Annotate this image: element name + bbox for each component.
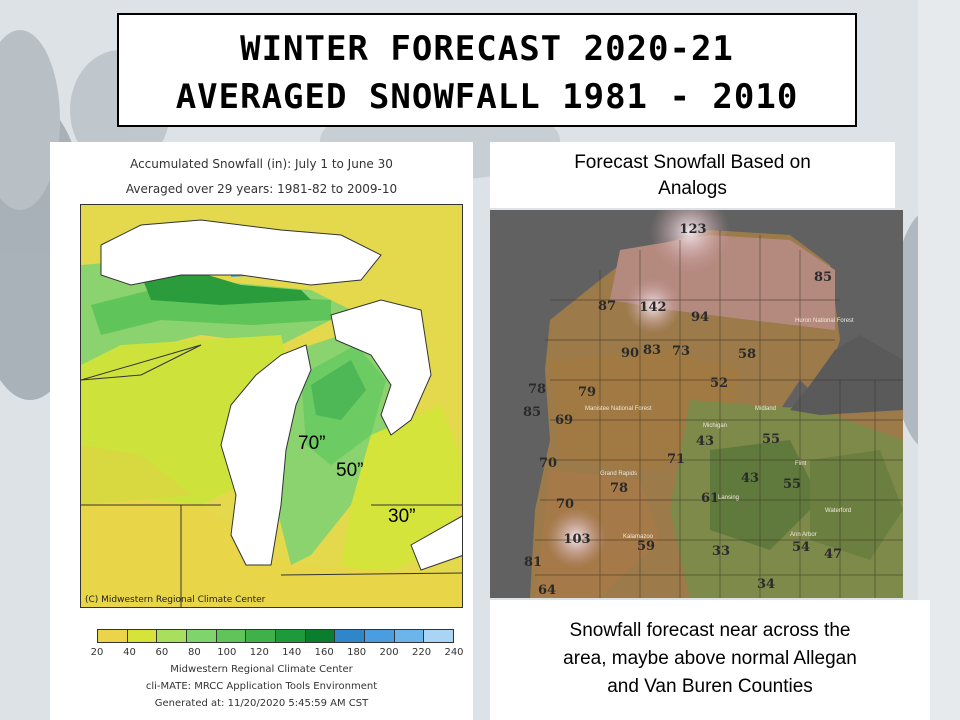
snowfall-color-legend	[97, 629, 455, 643]
map-header-line-2: Averaged over 29 years: 1981-82 to 2009-…	[125, 182, 398, 196]
forecast-value: 61	[701, 491, 719, 506]
map-header-line-1: Accumulated Snowfall (in): July 1 to Jun…	[130, 157, 393, 171]
forecast-value: 64	[538, 583, 556, 598]
forecast-value: 103	[563, 532, 590, 547]
slide-title: Winter Forecast 2020-21 Averaged Snowfal…	[117, 13, 857, 127]
legend-swatch	[157, 629, 188, 643]
forecast-place-label: Huron National Forest	[795, 318, 854, 324]
forecast-value: 47	[824, 547, 842, 562]
forecast-value: 34	[757, 577, 775, 592]
forecast-summary-box: Snowfall forecast near across the area, …	[490, 600, 930, 720]
forecast-place-label: Midland	[755, 406, 776, 412]
legend-tick-label: 80	[187, 647, 201, 658]
forecast-caption-box: Forecast Snowfall Based on Analogs	[490, 142, 895, 208]
annotation-30-inch: 30”	[388, 506, 416, 527]
legend-swatch	[305, 629, 336, 643]
climatology-map-graphic	[81, 205, 462, 607]
forecast-value: 90	[621, 346, 639, 361]
forecast-value: 78	[610, 481, 628, 496]
legend-tick-label: 20	[90, 647, 104, 658]
forecast-value: 58	[738, 347, 756, 362]
climatology-map-panel: Accumulated Snowfall (in): July 1 to Jun…	[50, 142, 473, 720]
legend-tick-labels: 20 40 60 80 100 120 140 160 180 200 220 240	[87, 647, 467, 661]
legend-swatch	[216, 629, 247, 643]
forecast-place-labels: Huron National Forest Manistee National F…	[585, 318, 854, 540]
forecast-value: 43	[696, 434, 714, 449]
forecast-value: 59	[637, 539, 655, 554]
forecast-place-label: Grand Rapids	[600, 471, 637, 477]
legend-tick-label: 180	[347, 647, 367, 658]
forecast-value-labels: 123 85 87 142 94 90 83 73 58 78 79 52 85 69 43 55 70 71 43…	[523, 222, 842, 598]
legend-swatch	[335, 629, 366, 643]
legend-swatch	[246, 629, 277, 643]
legend-tick-label: 160	[314, 647, 334, 658]
forecast-value: 142	[639, 300, 666, 315]
legend-tick-label: 200	[379, 647, 399, 658]
annotation-50-inch: 50”	[336, 460, 364, 481]
forecast-value: 55	[762, 432, 780, 447]
map-copyright: (C) Midwestern Regional Climate Center	[85, 595, 266, 605]
forecast-value: 83	[643, 343, 661, 358]
forecast-value: 87	[598, 299, 616, 314]
forecast-value: 81	[524, 555, 542, 570]
forecast-place-label: Lansing	[718, 495, 739, 501]
forecast-value: 54	[792, 540, 810, 555]
legend-tick-label: 220	[411, 647, 432, 658]
forecast-value: 70	[539, 456, 557, 471]
forecast-value: 123	[679, 222, 706, 237]
forecast-value: 55	[783, 477, 801, 492]
title-line-1: Winter Forecast 2020-21	[240, 29, 734, 69]
forecast-value: 70	[556, 497, 574, 512]
forecast-caption-line-1: Forecast Snowfall Based on	[574, 152, 811, 173]
forecast-value: 43	[741, 471, 759, 486]
footer-line-3: Generated at: 11/20/2020 5:45:59 AM CST	[154, 698, 369, 709]
forecast-value: 73	[672, 344, 690, 359]
footer-line-1: Midwestern Regional Climate Center	[170, 664, 353, 675]
climatology-map: (C) Midwestern Regional Climate Center	[80, 204, 463, 608]
legend-swatch	[187, 629, 217, 643]
footer-line-2: cli-MATE: MRCC Application Tools Environ…	[145, 681, 378, 692]
forecast-snowfall-map: 123 85 87 142 94 90 83 73 58 78 79 52 85 69 43 55 70 71 43…	[490, 210, 903, 598]
forecast-value: 94	[691, 310, 709, 325]
legend-tick-label: 140	[282, 647, 302, 658]
forecast-place-label: Ann Arbor	[790, 532, 817, 538]
forecast-place-label: Kalamazoo	[623, 534, 654, 540]
forecast-place-label: Michigan	[703, 423, 727, 429]
forecast-place-label: Flint	[795, 461, 807, 467]
annotation-70-inch: 70”	[298, 433, 326, 454]
forecast-place-label: Manistee National Forest	[585, 406, 652, 412]
summary-line-3: and Van Buren Counties	[607, 676, 813, 697]
legend-tick-label: 100	[217, 647, 237, 658]
legend-swatch	[394, 629, 425, 643]
legend-tick-label: 40	[123, 647, 136, 658]
legend-swatch	[424, 629, 455, 643]
legend-swatch	[365, 629, 395, 643]
forecast-value: 71	[667, 452, 685, 467]
legend-swatch	[97, 629, 128, 643]
legend-tick-label: 240	[444, 647, 464, 658]
forecast-value: 52	[710, 376, 728, 391]
forecast-value: 85	[523, 405, 541, 420]
title-line-2: Averaged Snowfall 1981 - 2010	[175, 77, 799, 117]
legend-swatch	[127, 629, 158, 643]
forecast-value: 85	[814, 270, 832, 285]
legend-tick-label: 120	[249, 647, 269, 658]
forecast-caption-line-2: Analogs	[658, 178, 727, 199]
forecast-value: 79	[578, 385, 596, 400]
summary-line-2: area, maybe above normal Allegan	[563, 648, 857, 669]
forecast-value: 69	[555, 413, 573, 428]
forecast-value: 33	[712, 544, 730, 559]
legend-swatch	[276, 629, 306, 643]
forecast-value: 78	[528, 382, 546, 397]
forecast-place-label: Waterford	[825, 508, 851, 514]
legend-tick-label: 60	[155, 647, 169, 658]
summary-line-1: Snowfall forecast near across the	[569, 620, 851, 641]
